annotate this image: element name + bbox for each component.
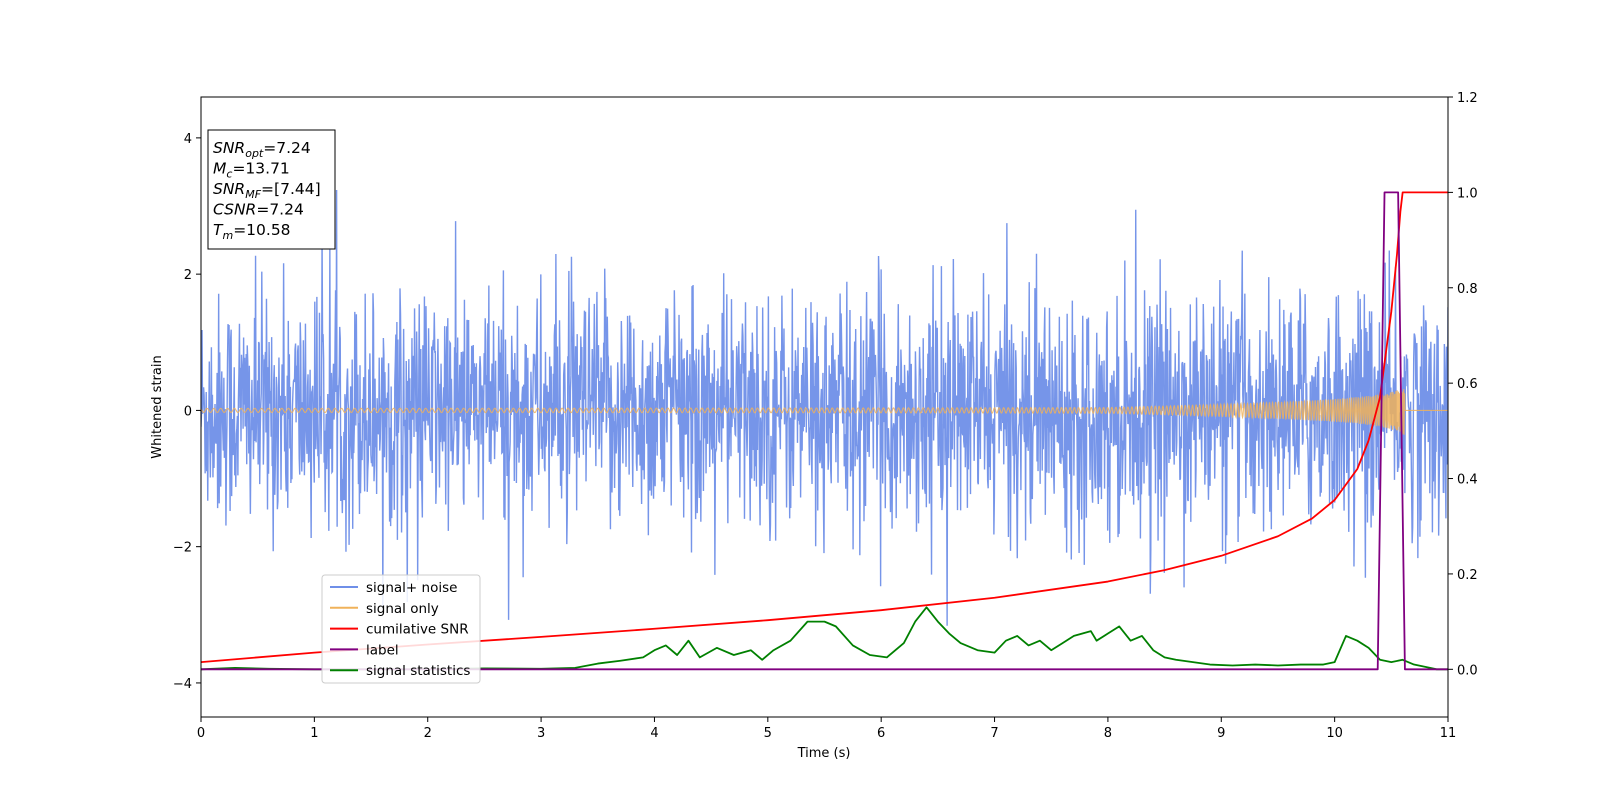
annotation-line: Tm=10.58 — [213, 221, 291, 242]
y-left-tick-label: 2 — [184, 268, 192, 283]
series-line-signal-only — [201, 387, 1448, 435]
x-tick-label: 8 — [1104, 726, 1112, 741]
annotation-line: CSNR=7.24 — [213, 201, 304, 219]
y-right-tick-label: 0.2 — [1457, 568, 1478, 583]
y-right-tick-label: 1.2 — [1457, 91, 1478, 106]
x-tick-label: 1 — [310, 726, 318, 741]
y-left-tick-label: −4 — [173, 677, 192, 692]
x-tick-label: 6 — [877, 726, 885, 741]
plot-frame — [200, 96, 1449, 718]
y-right-tick-label: 0.8 — [1457, 282, 1478, 297]
x-tick-label: 3 — [537, 726, 545, 741]
x-tick-label: 11 — [1440, 726, 1457, 741]
legend-entry: label — [366, 642, 399, 658]
y-axis-right: 0.0 0.2 0.4 0.6 0.8 1.0 1.2 — [1448, 91, 1478, 678]
series-line-signal-noise — [201, 189, 1448, 626]
y-left-tick-label: 0 — [184, 404, 192, 419]
legend-entry: signal only — [366, 601, 439, 617]
y-axis-left: −4 −2 0 2 4 — [173, 132, 201, 692]
x-tick-label: 0 — [197, 726, 205, 741]
y-left-tick-label: 4 — [184, 132, 192, 147]
y-right-tick-label: 1.0 — [1457, 186, 1478, 201]
y-right-tick-label: 0.4 — [1457, 473, 1478, 488]
annotation-line: Mc=13.71 — [213, 160, 290, 181]
legend-entry: signal+ noise — [366, 580, 457, 596]
annotation-line: SNRopt=7.24 — [213, 139, 311, 160]
right-axis-series — [201, 191, 1448, 671]
series-line-signal-statistics — [201, 606, 1448, 671]
y-right-tick-label: 0.6 — [1457, 377, 1478, 392]
series-signal-noise — [201, 189, 1448, 626]
x-tick-label: 9 — [1217, 726, 1225, 741]
x-tick-label: 2 — [424, 726, 432, 741]
y-left-tick-label: −2 — [173, 541, 192, 556]
series-signal-only — [201, 387, 1448, 435]
legend-entry: signal statistics — [366, 663, 470, 679]
x-tick-label: 4 — [650, 726, 658, 741]
annotation-line: SNRMF=[7.44] — [213, 180, 321, 201]
x-tick-label: 7 — [990, 726, 998, 741]
series-line-label — [201, 191, 1448, 671]
y-right-tick-label: 0.0 — [1457, 663, 1478, 678]
legend-entry: cumilative SNR — [366, 622, 469, 638]
legend: signal+ noise signal only cumilative SNR la… — [321, 574, 481, 684]
annotation-box: SNRopt=7.24Mc=13.71SNRMF=[7.44]CSNR=7.24… — [207, 129, 336, 250]
y-axis-label: Whitened strain — [150, 355, 165, 458]
x-axis-label: Time (s) — [797, 746, 851, 761]
plot-content — [201, 189, 1448, 671]
series-line-cumulative-snr — [201, 191, 1448, 664]
x-tick-label: 5 — [764, 726, 772, 741]
x-axis: 0 1 2 3 4 5 6 7 8 9 10 11 — [197, 717, 1456, 741]
x-tick-label: 10 — [1326, 726, 1343, 741]
